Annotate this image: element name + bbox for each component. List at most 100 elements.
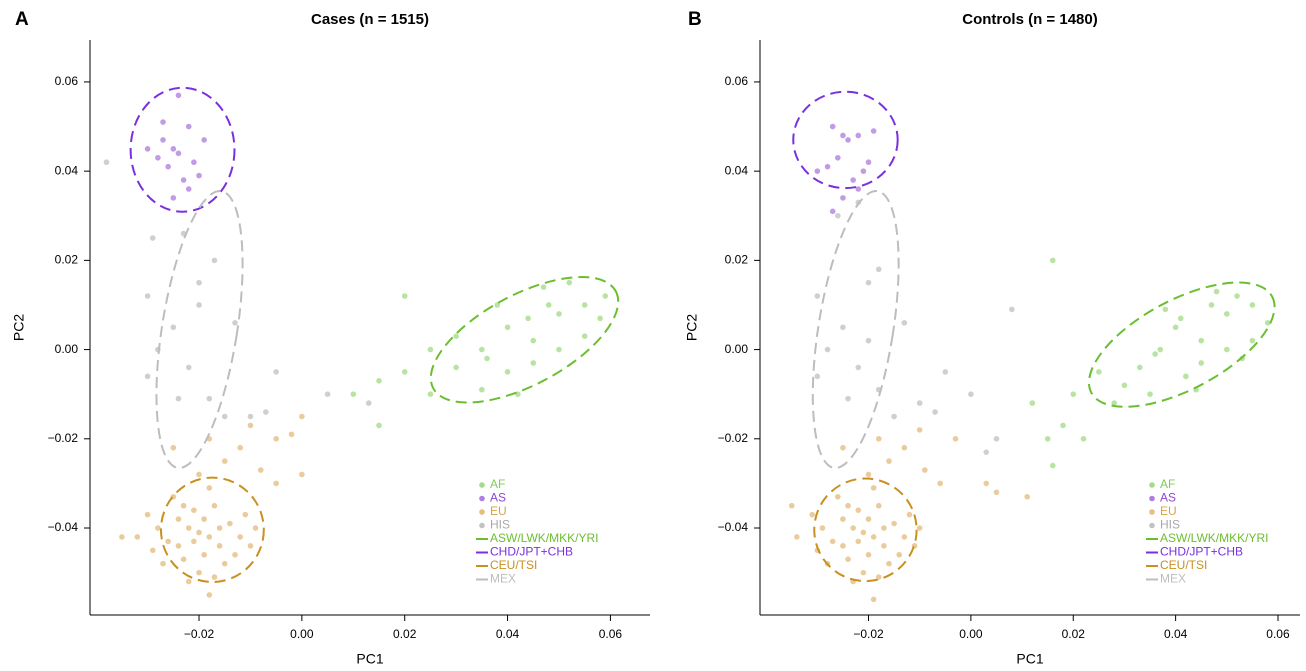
- point: [191, 538, 197, 545]
- point: [170, 324, 177, 331]
- legend-label: AS: [490, 491, 506, 505]
- point: [1198, 360, 1205, 366]
- point: [206, 485, 213, 491]
- point: [875, 266, 882, 273]
- point: [1060, 422, 1066, 429]
- point: [479, 386, 485, 393]
- point: [494, 302, 501, 308]
- group-ellipse: [811, 190, 900, 469]
- point: [1264, 320, 1271, 326]
- point: [185, 123, 192, 130]
- legend-label: AF: [490, 477, 505, 491]
- point: [196, 529, 202, 536]
- point: [881, 543, 887, 549]
- point: [324, 391, 331, 397]
- point: [1070, 391, 1077, 397]
- point: [191, 159, 197, 166]
- point: [1009, 306, 1015, 313]
- legend-marker: [1149, 509, 1155, 515]
- point: [840, 516, 846, 522]
- point: [901, 534, 908, 540]
- point: [170, 195, 177, 201]
- point: [103, 159, 110, 166]
- point: [855, 507, 862, 513]
- point: [350, 391, 357, 397]
- panel-letter: A: [15, 9, 29, 30]
- point: [206, 592, 213, 598]
- point: [525, 315, 531, 322]
- point: [201, 137, 207, 143]
- point: [144, 373, 151, 380]
- group-ellipse: [159, 476, 265, 583]
- point: [855, 186, 862, 192]
- point: [581, 302, 588, 308]
- point: [545, 302, 552, 308]
- point: [870, 534, 877, 540]
- point: [221, 560, 228, 567]
- point: [252, 525, 259, 531]
- point: [185, 578, 192, 585]
- point: [1249, 302, 1256, 308]
- point: [870, 485, 877, 491]
- point: [896, 551, 903, 558]
- point: [1157, 346, 1164, 353]
- point: [453, 333, 459, 339]
- point: [530, 337, 537, 344]
- x-tick-label: 0.00: [959, 627, 983, 641]
- point: [829, 208, 836, 215]
- point: [1029, 400, 1036, 406]
- point: [875, 574, 882, 580]
- legend-label: CEU/TSI: [1160, 558, 1207, 572]
- point: [829, 538, 836, 545]
- point: [840, 195, 846, 201]
- point: [221, 458, 228, 464]
- point: [602, 293, 609, 299]
- point: [504, 324, 511, 331]
- point: [850, 525, 856, 531]
- point: [227, 520, 233, 527]
- point: [1208, 302, 1215, 308]
- point: [865, 551, 872, 558]
- legend-label: HIS: [490, 518, 510, 532]
- x-tick-label: 0.00: [290, 627, 314, 641]
- legend-label: CHD/JPT+CHB: [1160, 545, 1243, 559]
- point: [484, 355, 490, 362]
- y-tick-label: 0.06: [55, 74, 79, 88]
- point: [835, 493, 841, 500]
- point: [185, 364, 192, 371]
- point: [860, 168, 867, 174]
- legend-marker: [479, 522, 485, 529]
- point: [144, 293, 151, 299]
- point: [993, 435, 1000, 442]
- point: [829, 123, 836, 130]
- point: [185, 525, 192, 531]
- point: [144, 146, 151, 152]
- point: [247, 413, 254, 420]
- point: [206, 534, 213, 540]
- point: [850, 177, 856, 183]
- point: [365, 400, 372, 406]
- point: [814, 168, 821, 174]
- y-tick-label: −0.02: [48, 431, 79, 445]
- point: [1172, 324, 1179, 331]
- point: [597, 315, 603, 322]
- legend-marker: [479, 482, 485, 488]
- legend-label: AS: [1160, 491, 1176, 505]
- point: [865, 279, 872, 286]
- y-tick-label: −0.04: [48, 520, 79, 534]
- point: [1121, 382, 1128, 389]
- legend-marker: [479, 495, 485, 502]
- legend-label: EU: [490, 504, 507, 518]
- point: [149, 235, 156, 241]
- point: [165, 163, 171, 170]
- point: [937, 480, 943, 487]
- point: [160, 137, 166, 143]
- x-tick-label: −0.02: [184, 627, 215, 641]
- legend-label: CEU/TSI: [490, 558, 537, 572]
- point: [180, 177, 187, 183]
- point: [263, 409, 269, 415]
- point: [299, 471, 305, 478]
- point: [983, 449, 990, 455]
- point: [845, 395, 851, 402]
